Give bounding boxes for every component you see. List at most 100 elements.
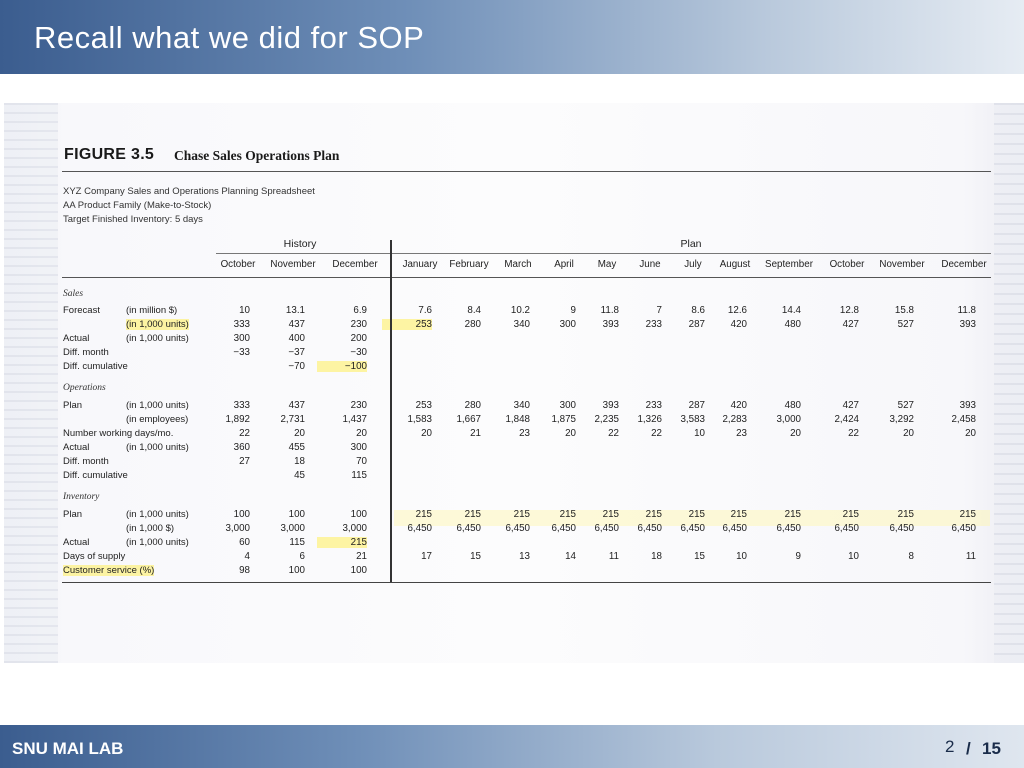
table-cell: 100 (350, 565, 367, 576)
column-header: April (554, 259, 574, 270)
table-cell: 6,450 (680, 523, 705, 534)
table-cell: 22 (848, 428, 859, 439)
header-rule-top (216, 253, 991, 254)
table-cell: 287 (688, 400, 705, 411)
table-cell: 2,424 (834, 414, 859, 425)
table-cell: 6,450 (505, 523, 530, 534)
table-cell: 17 (421, 551, 432, 562)
scan-bleed-left (4, 103, 58, 663)
table-cell: 20 (965, 428, 976, 439)
table-cell: 14.4 (781, 305, 801, 316)
section-label-inventory: Inventory (63, 492, 100, 502)
table-cell: 480 (784, 400, 801, 411)
table-cell: 27 (239, 456, 250, 467)
table-cell: 21 (470, 428, 481, 439)
table-cell: 360 (233, 442, 250, 453)
table-cell: 333 (233, 319, 250, 330)
row-unit: (in million $) (126, 305, 178, 316)
table-cell: 20 (565, 428, 576, 439)
table-cell: 300 (350, 442, 367, 453)
column-header: October (829, 259, 865, 270)
table-cell: 393 (959, 400, 976, 411)
row-label: Plan (63, 400, 83, 411)
table-cell: 12.8 (839, 305, 859, 316)
table-cell: 200 (350, 333, 367, 344)
table-cell: 527 (897, 400, 914, 411)
row-unit: (in 1,000 units) (126, 537, 189, 548)
figure-rule (62, 171, 991, 172)
row-unit: (in 1,000 units) (126, 509, 189, 520)
row-label: Actual (63, 442, 90, 453)
table-cell: 393 (602, 319, 619, 330)
column-header: July (684, 259, 702, 270)
column-header: September (765, 259, 813, 270)
row-label: Actual (63, 537, 90, 548)
section-label-operations: Operations (63, 383, 106, 393)
table-cell: 9 (570, 305, 576, 316)
table-cell: 215 (513, 509, 530, 520)
table-cell: 280 (464, 400, 481, 411)
table-cell: 12.6 (727, 305, 747, 316)
table-cell: 1,892 (225, 414, 250, 425)
table-cell: 400 (288, 333, 305, 344)
table-cell: 6,450 (456, 523, 481, 534)
column-header: November (879, 259, 925, 270)
table-cell: 8 (908, 551, 914, 562)
table-cell: 253 (415, 400, 432, 411)
table-cell: 1,875 (551, 414, 576, 425)
table-cell: 6,450 (776, 523, 801, 534)
table-cell: 427 (842, 319, 859, 330)
table-cell: 3,292 (889, 414, 914, 425)
table-cell: 7 (656, 305, 662, 316)
table-cell: 480 (784, 319, 801, 330)
table-cell: 1,848 (505, 414, 530, 425)
table-cell: 340 (513, 400, 530, 411)
table-cell: 100 (288, 509, 305, 520)
table-cell: 115 (289, 537, 305, 548)
table-cell: 1,326 (637, 414, 662, 425)
column-header: January (402, 259, 438, 270)
footer-lab-name: SNU MAI LAB (12, 739, 124, 758)
table-cell: 45 (294, 470, 305, 481)
column-header: November (270, 259, 316, 270)
table-cell: 100 (288, 565, 305, 576)
table-cell: 437 (288, 400, 305, 411)
table-cell: 11 (965, 551, 976, 562)
table-cell: 15.8 (894, 305, 914, 316)
table-cell: −33 (233, 347, 250, 358)
row-label: Days of supply (63, 551, 126, 562)
page-number-separator: / (966, 739, 971, 758)
header-rule-bottom (62, 277, 991, 278)
table-cell: 20 (356, 428, 367, 439)
row-unit: (in 1,000 units) (126, 333, 189, 344)
column-header: December (941, 259, 987, 270)
table-cell: 18 (294, 456, 305, 467)
table-cell: 215 (688, 509, 705, 520)
figure-subtitle: AA Product Family (Make-to-Stock) (63, 200, 212, 211)
table-cell: 10 (239, 305, 250, 316)
table-cell: 15 (470, 551, 481, 562)
table-cell: 420 (730, 319, 747, 330)
table-cell: 11.8 (957, 305, 976, 316)
figure-subtitle: Target Finished Inventory: 5 days (63, 214, 203, 225)
table-cell: 70 (356, 456, 367, 467)
section-label-sales: Sales (63, 289, 84, 299)
row-label: Number working days/mo. (63, 428, 174, 439)
table-cell: 215 (559, 509, 576, 520)
table-cell: 8.6 (691, 305, 705, 316)
row-unit: (in employees) (126, 414, 189, 425)
row-label: Plan (63, 509, 83, 520)
table-cell: 215 (645, 509, 662, 520)
group-header-history: History (283, 238, 317, 250)
figure-label: FIGURE 3.5 (64, 146, 155, 163)
table-cell: 230 (350, 400, 367, 411)
table-cell: −100 (317, 361, 367, 372)
table-cell: 2,731 (280, 414, 305, 425)
row-unit: (in 1,000 units) (126, 442, 189, 453)
table-cell: 20 (294, 428, 305, 439)
table-cell: 527 (897, 319, 914, 330)
page-number-current: 2 (945, 737, 955, 756)
row-label: Diff. cumulative (63, 470, 128, 481)
table-cell: 6,450 (551, 523, 576, 534)
table-cell: 100 (233, 509, 250, 520)
